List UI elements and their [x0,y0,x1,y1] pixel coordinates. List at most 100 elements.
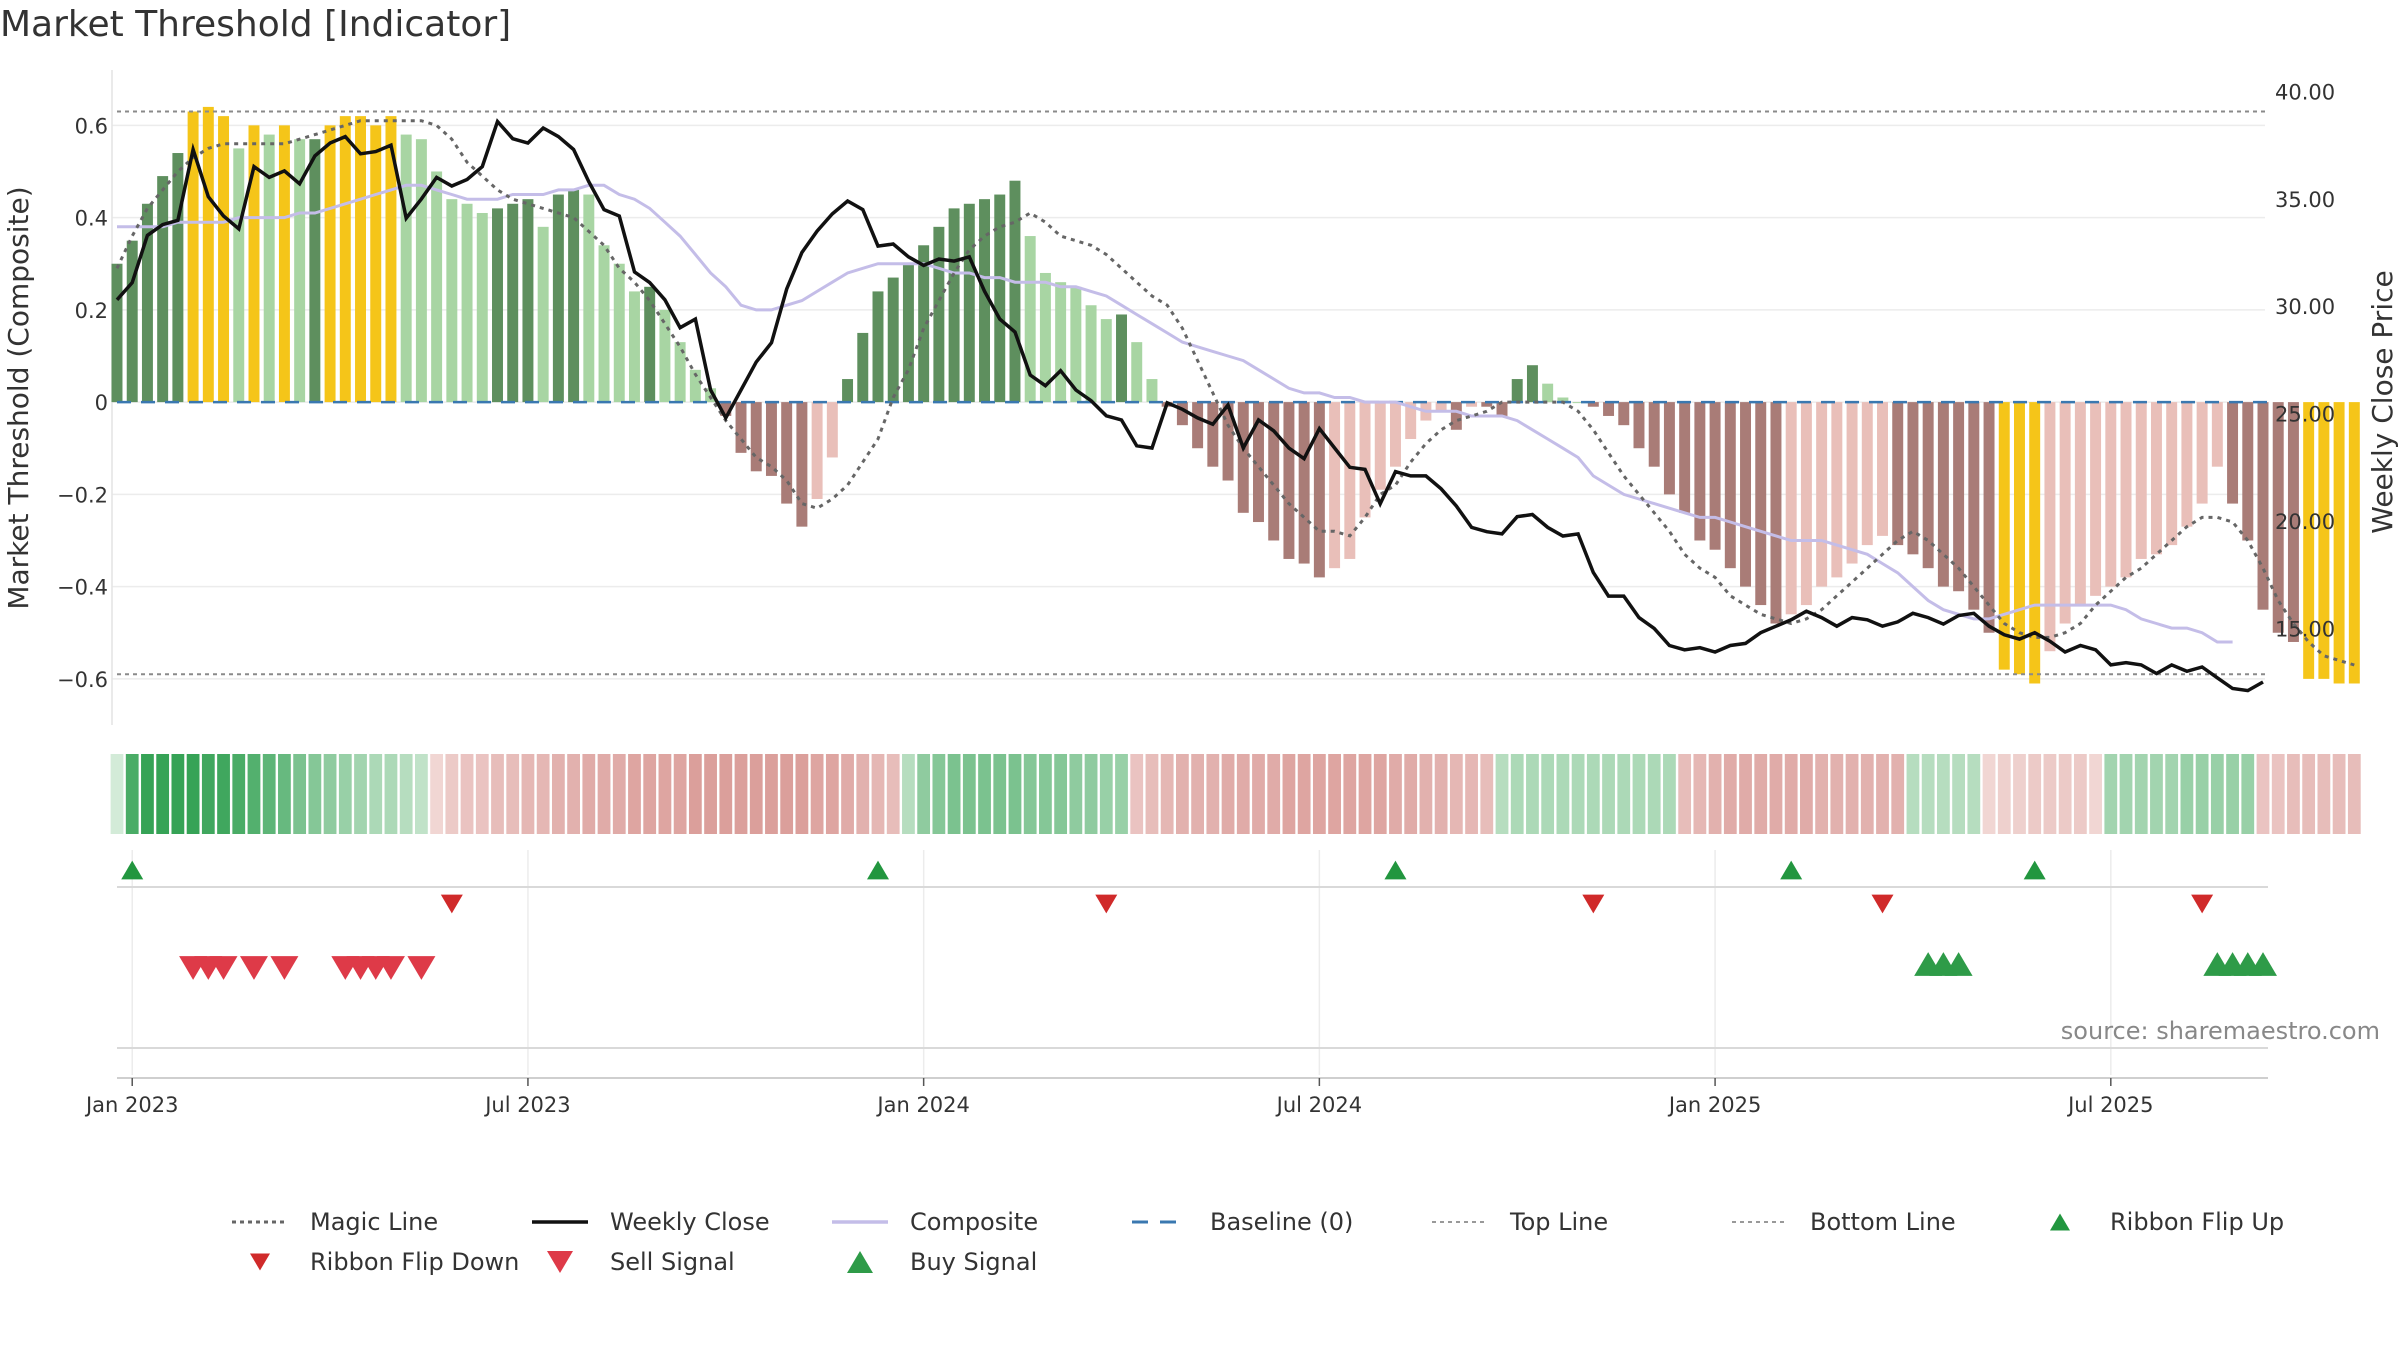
ribbon-cell [1906,754,1920,834]
ribbon-cell [1115,754,1128,834]
ribbon-cell [765,754,778,834]
ribbon-flip-up-marker [121,860,144,880]
right-tick-label: 25.00 [2275,403,2335,427]
composite-bar [446,199,458,403]
ribbon-cell [1800,754,1813,834]
ribbon-cell [2104,754,2118,834]
legend-item: Weekly Close [530,1208,830,1236]
composite-bar [111,263,123,403]
right-tick-label: 30.00 [2275,295,2335,319]
ribbon-cell [1860,754,1874,834]
ribbon-cell [1023,754,1037,834]
legend-row: Ribbon Flip Down Sell Signal Buy Signal [230,1242,2370,1282]
legend-label: Bottom Line [1810,1208,1956,1236]
composite-bars [111,106,2360,684]
ribbon-cell [856,754,870,834]
composite-bar [2181,402,2193,527]
composite-bar [1709,402,1721,550]
ribbon-cell [2180,754,2194,834]
composite-bar [1405,402,1417,440]
ribbon-cell [2317,754,2331,834]
ribbon-cell [2210,754,2224,834]
composite-bar [842,379,854,403]
composite-bar [811,402,823,499]
composite-bar [2196,402,2208,504]
composite-bar [1724,402,1736,569]
legend-label: Baseline (0) [1210,1208,1354,1236]
left-tick-label: −0.6 [57,668,108,692]
legend-label: Composite [910,1208,1039,1236]
ribbon-cell [2195,754,2209,834]
composite-bar [1679,402,1691,513]
ribbon-cell [2256,754,2270,834]
ribbon-cell [415,754,428,834]
ribbon-cell [1891,754,1905,834]
sell-signal-marker [270,956,299,980]
composite-bar [2318,402,2330,679]
ribbon-cell [1039,754,1052,834]
composite-bar [1116,314,1127,403]
composite-bar [1998,402,2010,670]
composite-bar [583,194,595,403]
composite-bar [1800,402,1812,606]
composite-bar [1283,402,1295,559]
ribbon-cell [1191,754,1205,834]
right-axis-label: Weekly Close Price [2366,270,2399,533]
left-axis-label: Market Threshold (Composite) [2,186,35,609]
right-tick-label: 40.00 [2275,80,2335,104]
ribbon-cell [825,754,839,834]
ribbon-cell [658,754,672,834]
ribbon-cell [2241,754,2255,834]
ribbon-cell [734,754,748,834]
ribbon-cell [1571,754,1585,834]
ribbon-cell [1921,754,1935,834]
ribbon-cell [1343,754,1357,834]
left-axis: 0.6 0.4 0.2 0 −0.2 −0.4 −0.6 [57,114,108,692]
sell-signal-marker [376,956,405,980]
ribbon-cell [1175,754,1189,834]
composite-bar [1816,402,1828,587]
ribbon-cell [947,754,961,834]
composite-bar [1192,402,1204,449]
legend-label: Weekly Close [610,1208,770,1236]
source-note: source: sharemaestro.com [2061,1017,2380,1045]
x-tick-label: Jan 2023 [84,1093,179,1117]
composite-bar [750,402,762,472]
legend-item: Ribbon Flip Up [2030,1208,2330,1236]
composite-bar [126,240,138,403]
composite-bar [370,125,382,403]
composite-bar [933,226,945,403]
composite-bar [2105,402,2117,587]
ribbon-flip-down-marker [1871,894,1894,914]
composite-bar [2211,402,2223,467]
composite-bar [1633,402,1645,449]
composite-bar [2150,402,2162,555]
composite-bar [628,291,640,403]
composite-bar [796,402,808,527]
ribbon-cell [1206,754,1220,834]
composite-bar [2029,402,2041,684]
ribbon-cell [1723,754,1737,834]
chart-svg: 0.6 0.4 0.2 0 −0.2 −0.4 −0.6 40.00 35.00 30.00 25… [2,70,2399,1117]
ribbon-cell [1252,754,1265,834]
composite-bar [1176,402,1188,426]
composite-bar [902,263,914,403]
composite-bar [1024,236,1036,403]
ribbon-cell [1997,754,2011,834]
composite-bar [1542,383,1554,403]
ribbon-cell [460,754,474,834]
legend: Magic Line Weekly Close Composite Baseline … [230,1202,2370,1282]
ribbon-cell [338,754,352,834]
composite-bar [674,342,686,403]
composite-bar [2074,402,2086,606]
legend-swatch [847,1250,873,1274]
composite-bar [2135,402,2147,559]
legend-swatch [1732,1221,1788,1223]
ribbon-cell [2013,754,2026,834]
composite-bar [1603,402,1615,416]
ribbon-cell [1708,754,1722,834]
ribbon-cell [1845,754,1859,834]
ribbon-cell [1632,754,1646,834]
legend-item: Sell Signal [530,1248,830,1276]
composite-bar [2303,402,2315,679]
